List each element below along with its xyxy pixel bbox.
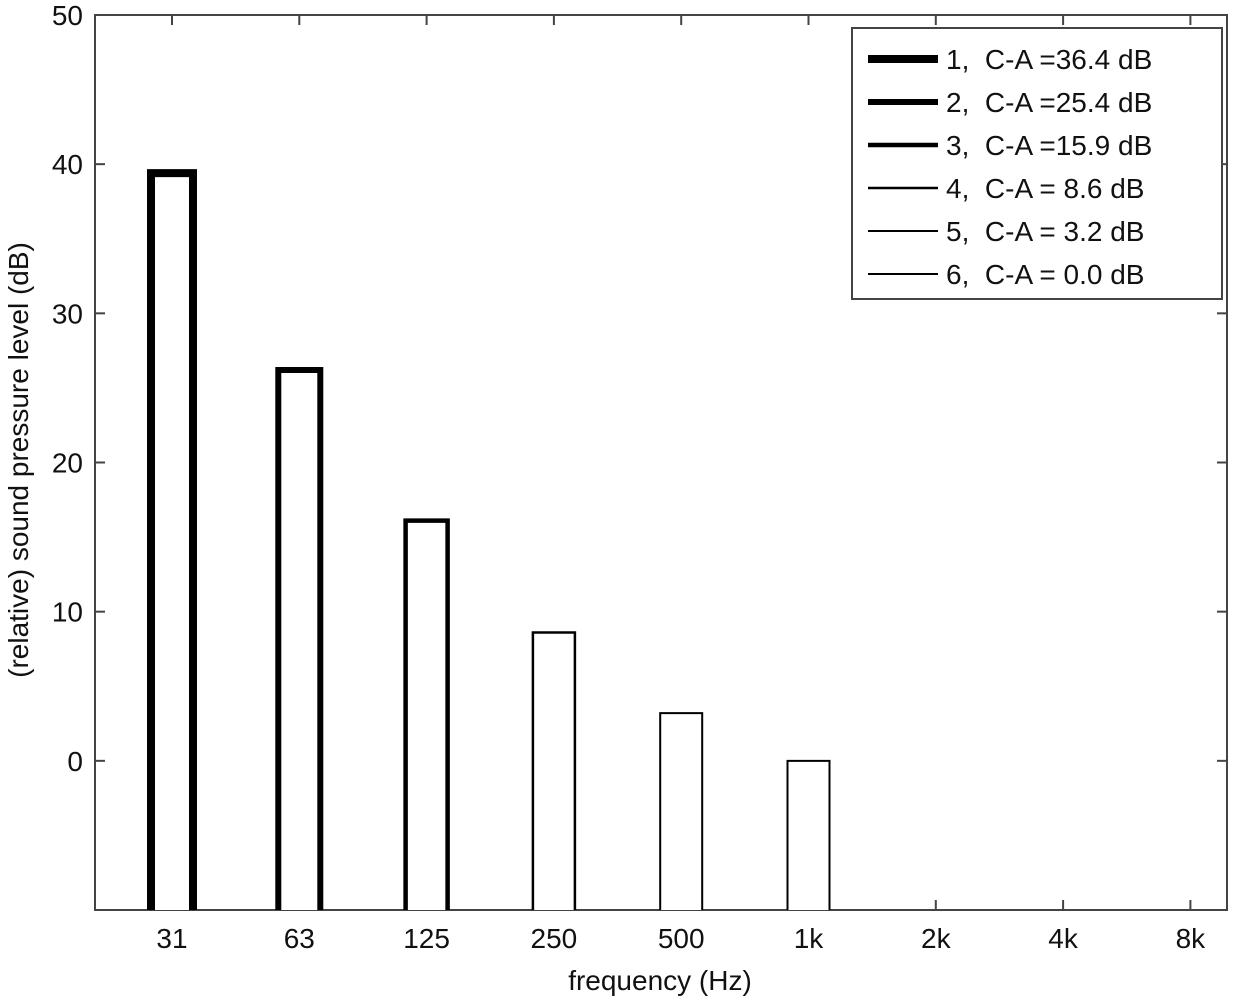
y-axis-label: (relative) sound pressure level (dB) [3, 242, 34, 678]
x-tick-label: 8k [1176, 923, 1207, 954]
y-tick-label: 0 [67, 746, 83, 777]
bar-63 [275, 367, 324, 910]
legend-label: 2, C-A =25.4 dB [946, 87, 1152, 118]
legend-label: 6, C-A = 0.0 dB [946, 259, 1144, 290]
legend-box [851, 27, 1223, 300]
x-tick-label: 250 [531, 923, 578, 954]
y-axis: 0 10 20 30 40 50 [52, 0, 1227, 777]
legend-label: 4, C-A = 8.6 dB [946, 173, 1144, 204]
y-tick-label: 10 [52, 597, 83, 628]
x-tick-label: 4k [1048, 923, 1079, 954]
legend-label: 5, C-A = 3.2 dB [946, 216, 1144, 247]
bar-31 [147, 169, 197, 910]
legend: 1, C-A =36.4 dB 2, C-A =25.4 dB 3, C-A =15… [851, 27, 1223, 300]
x-axis-label: frequency (Hz) [568, 965, 752, 996]
x-tick-label: 125 [403, 923, 450, 954]
x-tick-label: 31 [156, 923, 187, 954]
x-axis: 31 63 125 250 500 1k 2k 4k 8k [156, 15, 1206, 954]
bar-125 [403, 518, 450, 910]
bar-250 [531, 631, 577, 910]
x-tick-label: 63 [284, 923, 315, 954]
bar-500 [659, 712, 704, 910]
y-tick-label: 30 [52, 298, 83, 329]
y-tick-label: 40 [52, 149, 83, 180]
y-tick-label: 50 [52, 0, 83, 31]
x-tick-label: 500 [658, 923, 705, 954]
x-tick-label: 1k [794, 923, 825, 954]
legend-label: 3, C-A =15.9 dB [946, 130, 1152, 161]
legend-label: 1, C-A =36.4 dB [946, 44, 1152, 75]
bar-1k [786, 759, 831, 910]
y-tick-label: 20 [52, 448, 83, 479]
bars [147, 169, 831, 910]
x-tick-label: 2k [921, 923, 952, 954]
